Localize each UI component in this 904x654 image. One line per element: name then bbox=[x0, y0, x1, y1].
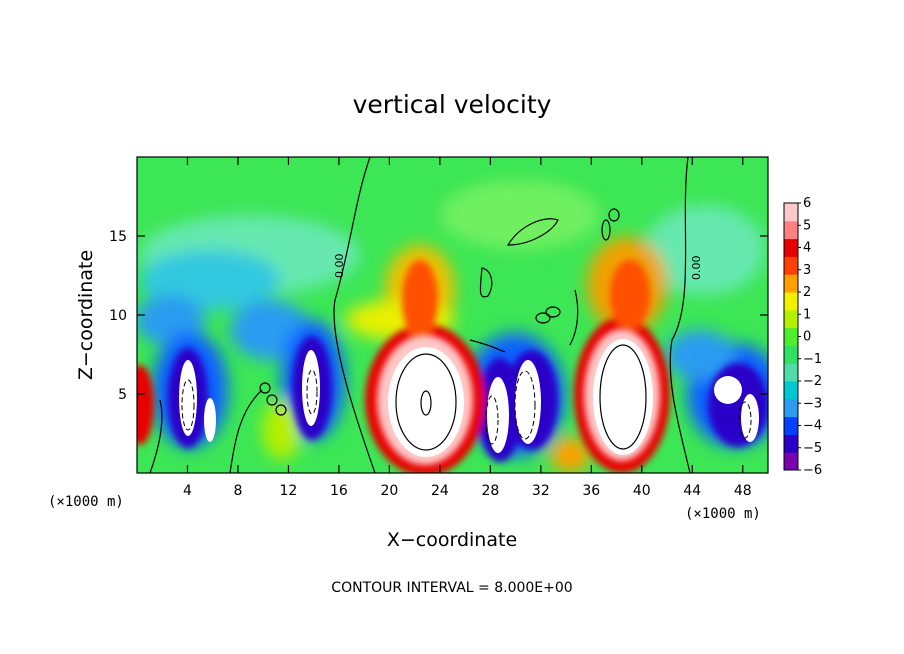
y-axis-label: Z−coordinate bbox=[75, 250, 97, 380]
colorbar-tick-label: −3 bbox=[803, 396, 822, 411]
x-tick-label: 12 bbox=[280, 483, 298, 499]
x-axis-ticks: 4 8 12 16 20 24 28 32 36 40 44 48 bbox=[183, 157, 752, 499]
x-tick-label: 32 bbox=[532, 483, 550, 499]
colorbar-tick-label: −2 bbox=[803, 374, 822, 389]
colorbar-swatch bbox=[784, 416, 798, 435]
x-tick-label: 28 bbox=[481, 483, 499, 499]
colorbar-swatch bbox=[784, 220, 798, 240]
x-tick-label: 44 bbox=[683, 483, 701, 499]
x-unit-left: (×1000 m) bbox=[48, 494, 124, 510]
y-axis-ticks: 5 10 15 bbox=[109, 229, 768, 403]
colorbar-tick-label: 6 bbox=[803, 196, 811, 211]
y-tick-label: 15 bbox=[109, 229, 127, 245]
x-tick-label: 40 bbox=[633, 483, 651, 499]
x-tick-label: 4 bbox=[183, 483, 192, 499]
contour-lines bbox=[149, 157, 691, 473]
colorbar-tick-label: 2 bbox=[803, 285, 811, 300]
colorbar-swatch bbox=[784, 327, 798, 346]
colorbar-tick-label: −1 bbox=[803, 352, 822, 367]
colorbar-swatch bbox=[784, 398, 798, 418]
x-unit-right: (×1000 m) bbox=[685, 506, 761, 522]
colorbar-swatch bbox=[784, 452, 798, 471]
colorbar-swatch bbox=[784, 309, 798, 329]
contour-labels: 0.00 0.00 bbox=[333, 254, 703, 281]
y-tick-label: 10 bbox=[109, 308, 127, 324]
colorbar-tick-label: −6 bbox=[803, 463, 822, 478]
x-axis-label: X−coordinate bbox=[387, 529, 517, 551]
colorbar-swatch bbox=[784, 363, 798, 382]
colorbar: 6 5 4 3 2 1 0 −1 −2 −3 −4 −5 −6 bbox=[783, 196, 822, 478]
colorbar-swatch bbox=[784, 274, 798, 293]
colorbar-tick-label: 3 bbox=[803, 263, 811, 278]
y-tick-label: 5 bbox=[118, 387, 127, 403]
colorbar-swatch bbox=[784, 434, 798, 453]
colorbar-swatch bbox=[784, 256, 798, 275]
colorbar-swatch bbox=[784, 203, 798, 222]
x-tick-label: 20 bbox=[380, 483, 398, 499]
x-tick-label: 16 bbox=[330, 483, 348, 499]
colorbar-tick-label: 4 bbox=[803, 241, 811, 256]
plot-area: 0.00 0.00 bbox=[137, 157, 768, 473]
contour-interval-note: CONTOUR INTERVAL = 8.000E+00 bbox=[331, 580, 572, 596]
colorbar-tick-label: −5 bbox=[803, 441, 822, 456]
colorbar-swatch bbox=[784, 345, 798, 364]
colorbar-tick-label: −4 bbox=[803, 419, 822, 434]
colorbar-tick-label: 1 bbox=[803, 307, 811, 322]
colorbar-swatch bbox=[784, 292, 798, 311]
contour-label: 0.00 bbox=[333, 254, 346, 279]
x-tick-label: 48 bbox=[734, 483, 752, 499]
colorbar-swatch bbox=[784, 238, 798, 257]
chart-title: vertical velocity bbox=[353, 90, 552, 119]
saturated-regions bbox=[179, 339, 759, 457]
colorbar-tick-label: 0 bbox=[803, 330, 811, 345]
x-tick-label: 24 bbox=[431, 483, 449, 499]
colorbar-swatch bbox=[784, 381, 798, 400]
contour-label: 0.00 bbox=[690, 256, 703, 281]
x-tick-label: 8 bbox=[233, 483, 242, 499]
x-tick-label: 36 bbox=[582, 483, 600, 499]
colorbar-tick-label: 5 bbox=[803, 218, 811, 233]
dashed-contours bbox=[181, 369, 752, 445]
